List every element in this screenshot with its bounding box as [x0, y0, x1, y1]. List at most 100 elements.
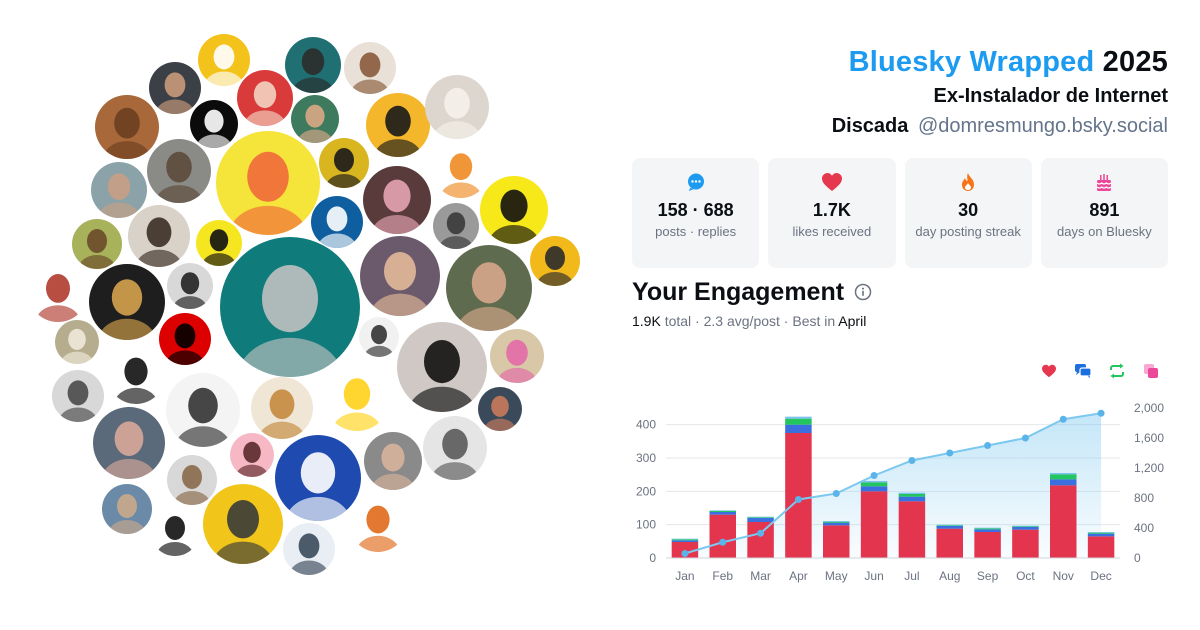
cumulative-point	[984, 442, 992, 449]
avatar-bald-gray[interactable]	[423, 416, 487, 480]
avatar-cartoon-bird[interactable]	[166, 373, 240, 447]
bar-segment	[974, 529, 1001, 532]
cumulative-line	[684, 412, 1102, 555]
avatar-santa[interactable]	[237, 70, 293, 126]
replies-icon[interactable]	[1074, 362, 1092, 380]
engagement-best-label: Best in	[792, 313, 836, 329]
y2-tick-label: 2,000	[1134, 401, 1164, 415]
avatar-emu[interactable]	[203, 484, 283, 564]
avatar-beaker[interactable]	[216, 131, 320, 235]
stat-value: 158 · 688	[657, 200, 734, 220]
avatar-old-man-white[interactable]	[93, 407, 165, 479]
avatar-old-man[interactable]	[91, 162, 147, 218]
avatar-dog-shiba[interactable]	[198, 34, 250, 86]
avatar-street[interactable]	[147, 139, 211, 203]
y-tick-label: 0	[649, 551, 656, 565]
avatar-medo-delirio[interactable]	[480, 176, 548, 244]
avatar-folha[interactable]	[311, 196, 363, 248]
info-icon[interactable]	[854, 283, 872, 301]
bar-segment	[860, 481, 888, 483]
y-tick-label: 100	[636, 518, 656, 532]
avatar-dialing-progress[interactable]	[220, 237, 360, 377]
avatar-glasses-man[interactable]	[446, 245, 532, 331]
avatar-witch[interactable]	[28, 262, 88, 322]
avatar-man-red[interactable]	[478, 387, 522, 431]
x-tick-label: Aug	[939, 569, 960, 583]
bar-segment	[1012, 527, 1039, 530]
avatar-germany-flag[interactable]	[159, 313, 211, 365]
page-title: Bluesky Wrapped 2025	[628, 44, 1168, 80]
cumulative-point	[946, 449, 954, 457]
avatar-bald-beard[interactable]	[128, 205, 190, 267]
y2-tick-label: 1,200	[1134, 461, 1164, 475]
avatar-camarote[interactable]	[275, 435, 361, 521]
avatar-curly-woman[interactable]	[230, 433, 274, 477]
repost-icon[interactable]	[1108, 362, 1126, 380]
avatar-golden-dog[interactable]	[251, 377, 313, 439]
x-tick-label: Apr	[789, 569, 808, 583]
avatar-pearl-earring[interactable]	[89, 264, 165, 340]
avatar-bearded-sketch[interactable]	[167, 455, 217, 505]
bar-segment	[671, 538, 699, 540]
quote-icon[interactable]	[1142, 362, 1160, 380]
bar-segment	[709, 511, 736, 512]
bar-segment	[1050, 474, 1077, 480]
avatar-cartoon-yellow[interactable]	[366, 93, 430, 157]
avatar-cartoon-man[interactable]	[530, 236, 580, 286]
avatar-man-glasses[interactable]	[291, 95, 339, 143]
avatar-tiger[interactable]	[433, 142, 489, 198]
avatar-teal-woman[interactable]	[285, 37, 341, 93]
cumulative-point	[908, 457, 916, 464]
bar-segment	[671, 540, 699, 542]
bar-segment	[747, 516, 774, 518]
stat-label: day posting streak	[915, 224, 1021, 239]
brand-title: Bluesky Wrapped	[848, 46, 1095, 78]
avatar-dog-brown[interactable]	[95, 95, 159, 159]
avatar-laptop-man[interactable]	[52, 370, 104, 422]
bar-segment	[1087, 532, 1115, 533]
avatar-man-beard[interactable]	[149, 62, 201, 114]
avatar-symbol[interactable]	[190, 100, 238, 148]
avatar-crash[interactable]	[349, 494, 407, 552]
avatar-headphones[interactable]	[360, 236, 440, 316]
engagement-best-month: April	[838, 313, 867, 329]
bar-segment	[1087, 532, 1115, 534]
avatar-woman-beige[interactable]	[344, 42, 396, 94]
avatar-poodle[interactable]	[425, 75, 489, 139]
bar-segment	[823, 522, 850, 526]
speech-bubble-icon	[632, 172, 759, 192]
avatar-skeleton[interactable]	[319, 138, 369, 188]
cumulative-point	[1021, 434, 1029, 442]
heart-icon[interactable]	[1040, 362, 1058, 380]
bar-segment	[823, 521, 850, 522]
bar-segment	[1087, 533, 1115, 537]
stat-label: days on Bluesky	[1057, 224, 1152, 239]
bar-segment	[860, 491, 888, 558]
bar-segment	[860, 486, 888, 492]
stat-card-days: 891 days on Bluesky	[1040, 158, 1168, 268]
avatar-eye-logo[interactable]	[196, 220, 242, 266]
avatar-young-man[interactable]	[364, 432, 422, 490]
avatar-cluster	[28, 34, 580, 575]
cumulative-point	[1059, 415, 1067, 423]
engagement-avg: 2.3 avg/post	[703, 313, 780, 329]
avatar-comic-man[interactable]	[167, 263, 213, 309]
cumulative-point	[870, 472, 878, 479]
bar-segment	[898, 501, 926, 558]
avatar-black-cat[interactable]	[397, 322, 487, 412]
avatar-glasses-gray[interactable]	[102, 484, 152, 534]
avatar-llama[interactable]	[55, 320, 99, 364]
avatar-rubber-duck[interactable]	[324, 365, 390, 431]
bar-segment	[1050, 485, 1077, 558]
avatar-bird-sketch[interactable]	[359, 317, 399, 357]
avatar-tree-art[interactable]	[72, 219, 122, 269]
avatar-bw-woman[interactable]	[107, 346, 165, 404]
header: Bluesky Wrapped 2025 Ex-Instalador de In…	[628, 44, 1168, 140]
avatar-bw-men[interactable]	[433, 203, 479, 249]
avatar-pink-hair[interactable]	[490, 329, 544, 383]
avatar-girl-pink[interactable]	[363, 166, 431, 234]
avatar-curly-bw[interactable]	[150, 506, 200, 556]
y2-tick-label: 400	[1134, 521, 1154, 535]
x-tick-label: Sep	[977, 569, 999, 583]
avatar-suit-man[interactable]	[283, 523, 335, 575]
